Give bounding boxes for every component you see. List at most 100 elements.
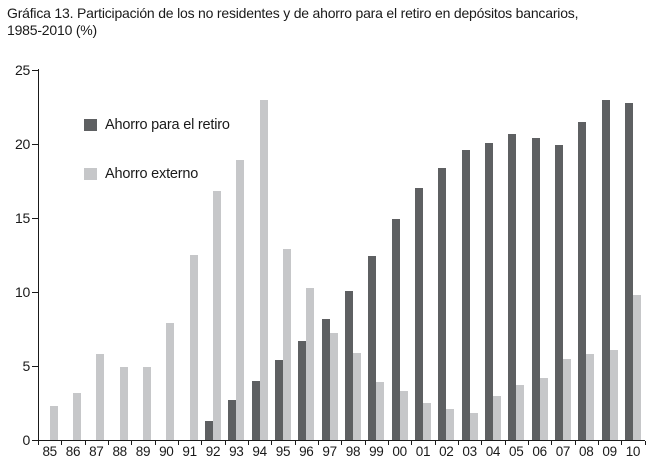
bar-retiro-07 [554, 145, 563, 440]
bar-retiro-96 [298, 340, 307, 440]
bar-externo-86 [72, 392, 81, 440]
bar-externo-08 [586, 354, 595, 440]
x-tick [644, 441, 646, 445]
x-tick-label-96: 96 [299, 444, 314, 459]
bar-externo-89 [142, 367, 151, 440]
bar-externo-96 [306, 287, 315, 440]
legend-swatch-retiro-icon [84, 119, 97, 131]
y-tick-label-25: 25 [15, 62, 30, 78]
bar-externo-09 [609, 349, 618, 440]
bar-externo-05 [516, 385, 525, 440]
chart-title: Gráfica 13. Participación de los no resi… [7, 5, 641, 39]
x-tick-label-05: 05 [509, 444, 524, 459]
x-tick [247, 441, 249, 445]
bar-externo-92 [212, 191, 221, 440]
x-tick-label-86: 86 [65, 444, 81, 459]
x-tick-label-07: 07 [555, 444, 571, 459]
bar-externo-87 [96, 354, 105, 440]
bar-retiro-01 [414, 188, 423, 440]
y-tick-label-15: 15 [15, 210, 30, 226]
x-tick-label-89: 89 [135, 444, 151, 459]
y-tick-10 [32, 292, 38, 293]
x-tick-label-97: 97 [322, 444, 337, 459]
y-tick-label-5: 5 [22, 358, 31, 374]
bar-externo-97 [329, 333, 338, 440]
x-tick-label-10: 10 [625, 444, 641, 459]
x-tick [434, 441, 436, 445]
bar-externo-06 [539, 377, 548, 440]
x-tick-label-09: 09 [602, 444, 617, 459]
x-tick [457, 441, 459, 445]
x-tick-label-91: 91 [182, 444, 197, 459]
x-tick [387, 441, 389, 445]
bar-retiro-00 [391, 219, 400, 440]
x-tick [61, 441, 63, 445]
x-tick-label-04: 04 [485, 444, 501, 459]
x-tick-label-88: 88 [112, 444, 127, 459]
bar-externo-90 [166, 323, 175, 440]
x-tick [341, 441, 343, 445]
x-tick-label-06: 06 [532, 444, 547, 459]
x-tick [131, 441, 133, 445]
x-tick [177, 441, 179, 445]
bar-externo-03 [469, 413, 478, 440]
x-tick-label-93: 93 [229, 444, 244, 459]
y-tick-15 [32, 218, 38, 219]
bar-retiro-05 [508, 133, 517, 440]
y-tick-25 [32, 70, 38, 71]
bar-externo-94 [259, 99, 268, 440]
x-tick-label-85: 85 [42, 444, 57, 459]
x-tick [107, 441, 109, 445]
bar-retiro-95 [274, 360, 283, 440]
bar-externo-04 [492, 395, 501, 440]
chart-title-line1: Gráfica 13. Participación de los no resi… [7, 5, 579, 21]
y-tick-label-10: 10 [15, 284, 30, 300]
x-tick-label-01: 01 [415, 444, 431, 459]
bar-externo-01 [422, 403, 431, 440]
x-tick [294, 441, 296, 445]
x-tick [481, 441, 483, 445]
bar-retiro-92 [204, 420, 213, 440]
x-tick-label-03: 03 [462, 444, 477, 459]
bar-retiro-10 [624, 102, 633, 440]
x-tick-label-92: 92 [205, 444, 221, 459]
y-tick-0 [32, 440, 38, 441]
x-axis-line [38, 440, 645, 441]
x-tick-label-02: 02 [439, 444, 454, 459]
chart-title-line2: 1985-2010 (%) [7, 22, 98, 38]
x-tick-label-90: 90 [159, 444, 174, 459]
y-axis-line [38, 69, 39, 441]
bar-externo-02 [446, 408, 455, 440]
bar-externo-99 [376, 382, 385, 440]
y-tick-5 [32, 366, 38, 367]
legend-label-externo: Ahorro externo [105, 166, 199, 182]
y-tick-20 [32, 144, 38, 145]
x-tick [364, 441, 366, 445]
bar-retiro-04 [484, 142, 493, 440]
y-tick-label-0: 0 [22, 432, 31, 448]
legend-item-retiro: Ahorro para el retiro [84, 117, 230, 133]
legend-label-retiro: Ahorro para el retiro [105, 117, 230, 133]
x-tick-label-99: 99 [369, 444, 384, 459]
x-tick [551, 441, 553, 445]
x-tick [224, 441, 226, 445]
y-tick-label-20: 20 [15, 136, 30, 152]
bar-externo-91 [189, 255, 198, 440]
bar-retiro-97 [321, 318, 330, 440]
bar-externo-10 [632, 294, 641, 440]
bar-retiro-93 [228, 400, 237, 440]
bar-retiro-08 [578, 121, 587, 440]
bar-retiro-09 [601, 99, 610, 440]
bar-retiro-99 [368, 256, 377, 440]
bar-externo-98 [352, 352, 361, 440]
x-tick [597, 441, 599, 445]
legend-item-externo: Ahorro externo [84, 166, 198, 182]
bar-retiro-98 [344, 290, 353, 440]
bar-externo-95 [282, 249, 291, 440]
x-tick-label-98: 98 [345, 444, 361, 459]
bar-retiro-06 [531, 138, 540, 440]
x-tick-label-95: 95 [275, 444, 291, 459]
bar-retiro-94 [251, 380, 260, 440]
